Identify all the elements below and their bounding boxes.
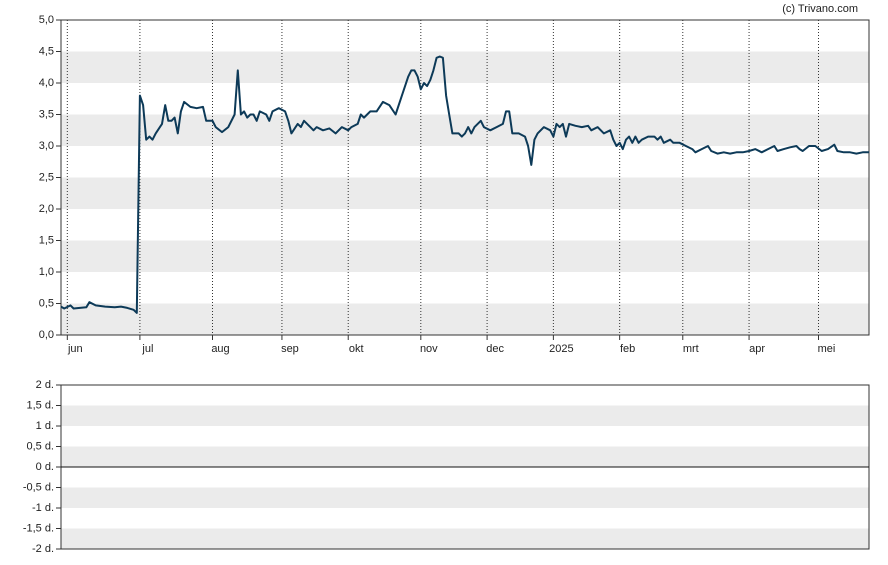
x-tick-label: apr [749, 343, 765, 355]
grid-band [61, 446, 869, 467]
y-tick-label: -0,5 d. [23, 481, 54, 493]
y-tick-label: 2 d. [36, 379, 54, 391]
grid-band [61, 177, 869, 209]
y-tick-label: 0,5 d. [26, 440, 54, 452]
x-tick-label: aug [211, 343, 229, 355]
x-tick-label: feb [620, 343, 635, 355]
y-tick-label: 0,5 [39, 297, 54, 309]
y-tick-label: 5,0 [39, 14, 54, 26]
x-tick-label: 2025 [549, 343, 573, 355]
x-tick-label: dec [486, 343, 504, 355]
x-tick-label: nov [420, 343, 438, 355]
grid-band [61, 487, 869, 508]
y-tick-label: 3,5 [39, 108, 54, 120]
grid-band [61, 405, 869, 426]
y-tick-label: 2,5 [39, 171, 54, 183]
y-tick-label: -1 d. [32, 502, 54, 514]
y-tick-label: 1,0 [39, 266, 54, 278]
y-tick-label: 1 d. [36, 420, 54, 432]
y-tick-label: -1,5 d. [23, 522, 54, 534]
x-tick-label: jun [67, 343, 83, 355]
grid-band [61, 528, 869, 549]
x-tick-label: okt [349, 343, 364, 355]
y-tick-label: 0 d. [36, 461, 54, 473]
grid-band [61, 51, 869, 83]
y-tick-label: 1,5 [39, 234, 54, 246]
y-tick-label: 1,5 d. [26, 399, 54, 411]
grid-band [61, 240, 869, 272]
y-tick-label: 4,0 [39, 77, 54, 89]
y-tick-label: 2,0 [39, 203, 54, 215]
x-tick-label: mrt [683, 343, 699, 355]
x-tick-label: sep [281, 343, 299, 355]
y-tick-label: 0,0 [39, 329, 54, 341]
grid-band [61, 303, 869, 335]
price-line [60, 55, 869, 314]
x-tick-label: mei [818, 343, 836, 355]
y-tick-label: 3,0 [39, 140, 54, 152]
grid-band [61, 114, 869, 146]
y-tick-label: 4,5 [39, 45, 54, 57]
y-tick-label: -2 d. [32, 543, 54, 555]
copyright: (c) Trivano.com [782, 3, 858, 15]
x-tick-label: jul [141, 343, 153, 355]
